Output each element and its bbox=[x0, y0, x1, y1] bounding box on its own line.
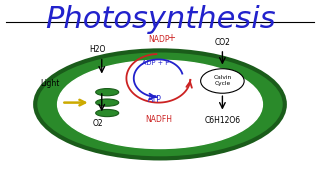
Text: NADP: NADP bbox=[148, 35, 170, 44]
Text: H2O: H2O bbox=[89, 45, 106, 54]
Ellipse shape bbox=[96, 109, 119, 117]
Circle shape bbox=[201, 69, 244, 93]
Ellipse shape bbox=[96, 99, 119, 106]
Text: NADFH: NADFH bbox=[145, 115, 172, 124]
Text: ATP: ATP bbox=[148, 95, 162, 104]
Text: Photosynthesis: Photosynthesis bbox=[45, 5, 275, 34]
Text: C6H12O6: C6H12O6 bbox=[204, 116, 240, 125]
Text: Light: Light bbox=[40, 79, 59, 88]
Ellipse shape bbox=[96, 89, 119, 96]
Text: ADP + P: ADP + P bbox=[141, 60, 169, 66]
Text: +: + bbox=[168, 33, 176, 43]
Text: Calvin: Calvin bbox=[213, 75, 231, 80]
Text: O2: O2 bbox=[92, 119, 103, 128]
Text: CO2: CO2 bbox=[214, 38, 230, 47]
Ellipse shape bbox=[35, 50, 285, 158]
Text: Cycle: Cycle bbox=[214, 81, 230, 86]
Ellipse shape bbox=[58, 60, 262, 148]
